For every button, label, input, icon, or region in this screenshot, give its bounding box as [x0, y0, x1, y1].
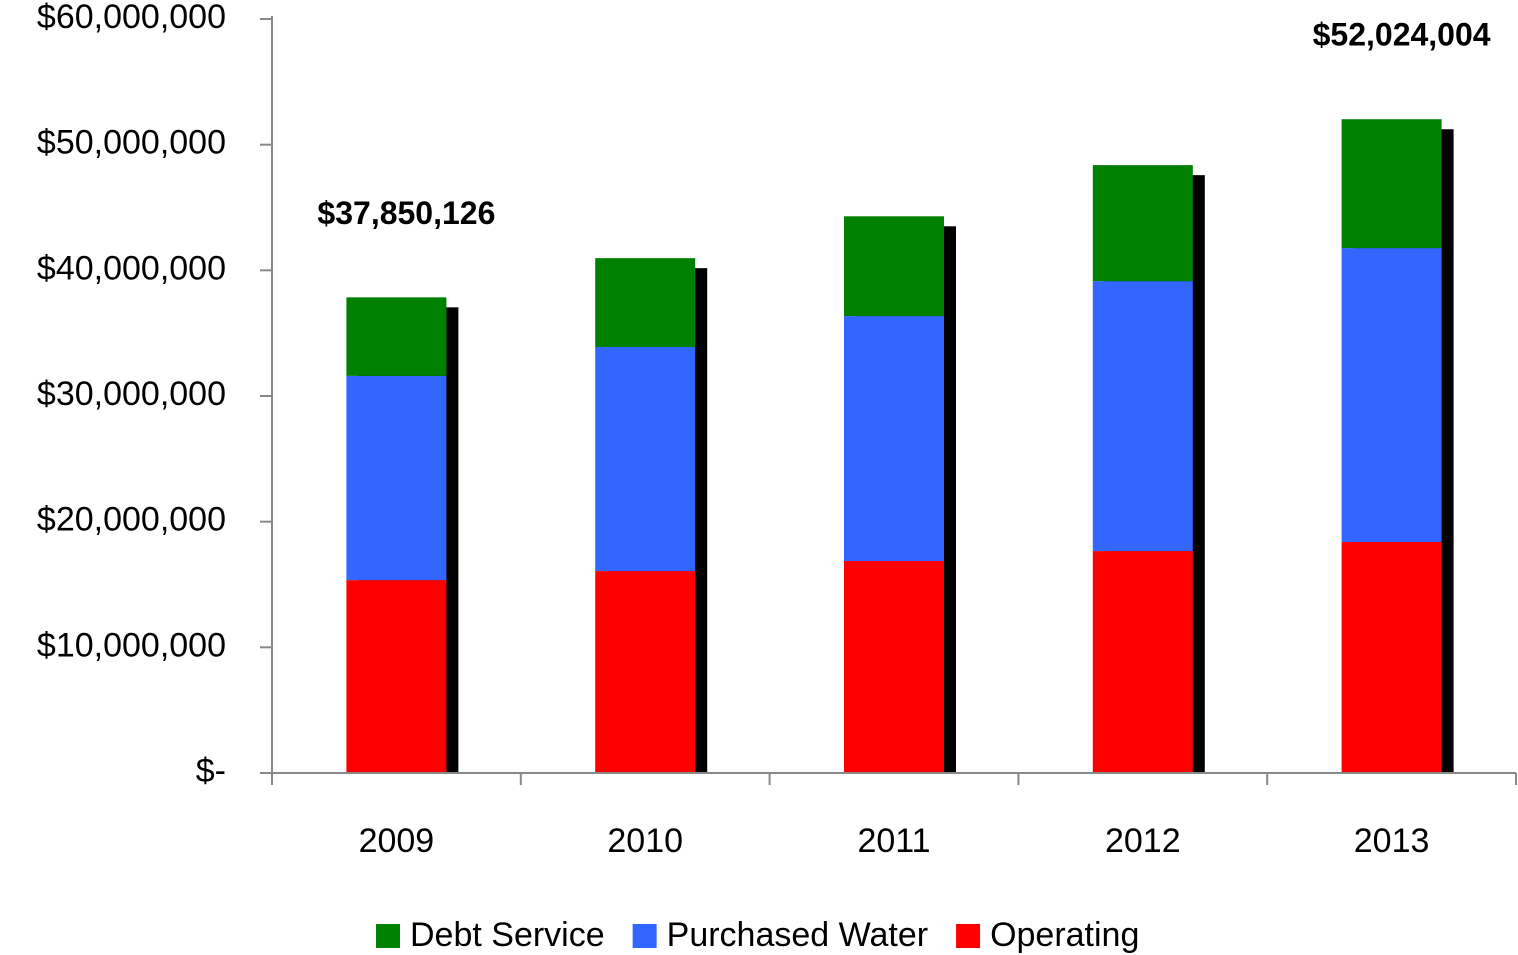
bar-segment [595, 571, 696, 773]
legend: Debt Service Purchased Water Operating [376, 916, 1139, 954]
bar-segment [844, 216, 944, 317]
annotation: $52,024,004 [1313, 17, 1491, 53]
legend-label: Operating [990, 916, 1139, 954]
y-tick-label: $30,000,000 [37, 375, 226, 413]
legend-label: Debt Service [410, 916, 605, 954]
bar-segment [1341, 119, 1442, 249]
legend-swatch [376, 924, 400, 948]
annotation: $37,850,126 [317, 195, 495, 231]
bar-segment [595, 258, 696, 347]
y-tick-label: $10,000,000 [37, 626, 226, 664]
y-tick-label: $40,000,000 [37, 249, 226, 287]
bar-segment [1092, 165, 1193, 282]
bar-segment [1341, 542, 1442, 773]
x-tick-label: 2009 [359, 822, 435, 860]
bar-segment [844, 316, 944, 562]
y-tick-label: $60,000,000 [37, 0, 226, 36]
bar-segment [1092, 551, 1193, 773]
legend-swatch [956, 924, 981, 948]
y-tick-label: $- [196, 752, 226, 790]
bar-segment [595, 346, 696, 572]
bar-segment [346, 375, 447, 581]
bar-segment [1092, 281, 1193, 552]
bar-segment [346, 297, 447, 376]
bar-segment [1341, 248, 1442, 543]
x-tick-label: 2013 [1354, 822, 1430, 860]
legend-label: Purchased Water [667, 916, 928, 954]
x-tick-label: 2012 [1105, 822, 1181, 860]
y-tick-label: $50,000,000 [37, 124, 226, 162]
x-tick-label: 2011 [857, 822, 930, 860]
bar-segment [844, 561, 944, 773]
x-tick-label: 2010 [607, 822, 683, 860]
bar-segment [346, 580, 447, 773]
legend-swatch [632, 924, 657, 948]
y-tick-label: $20,000,000 [37, 501, 226, 539]
